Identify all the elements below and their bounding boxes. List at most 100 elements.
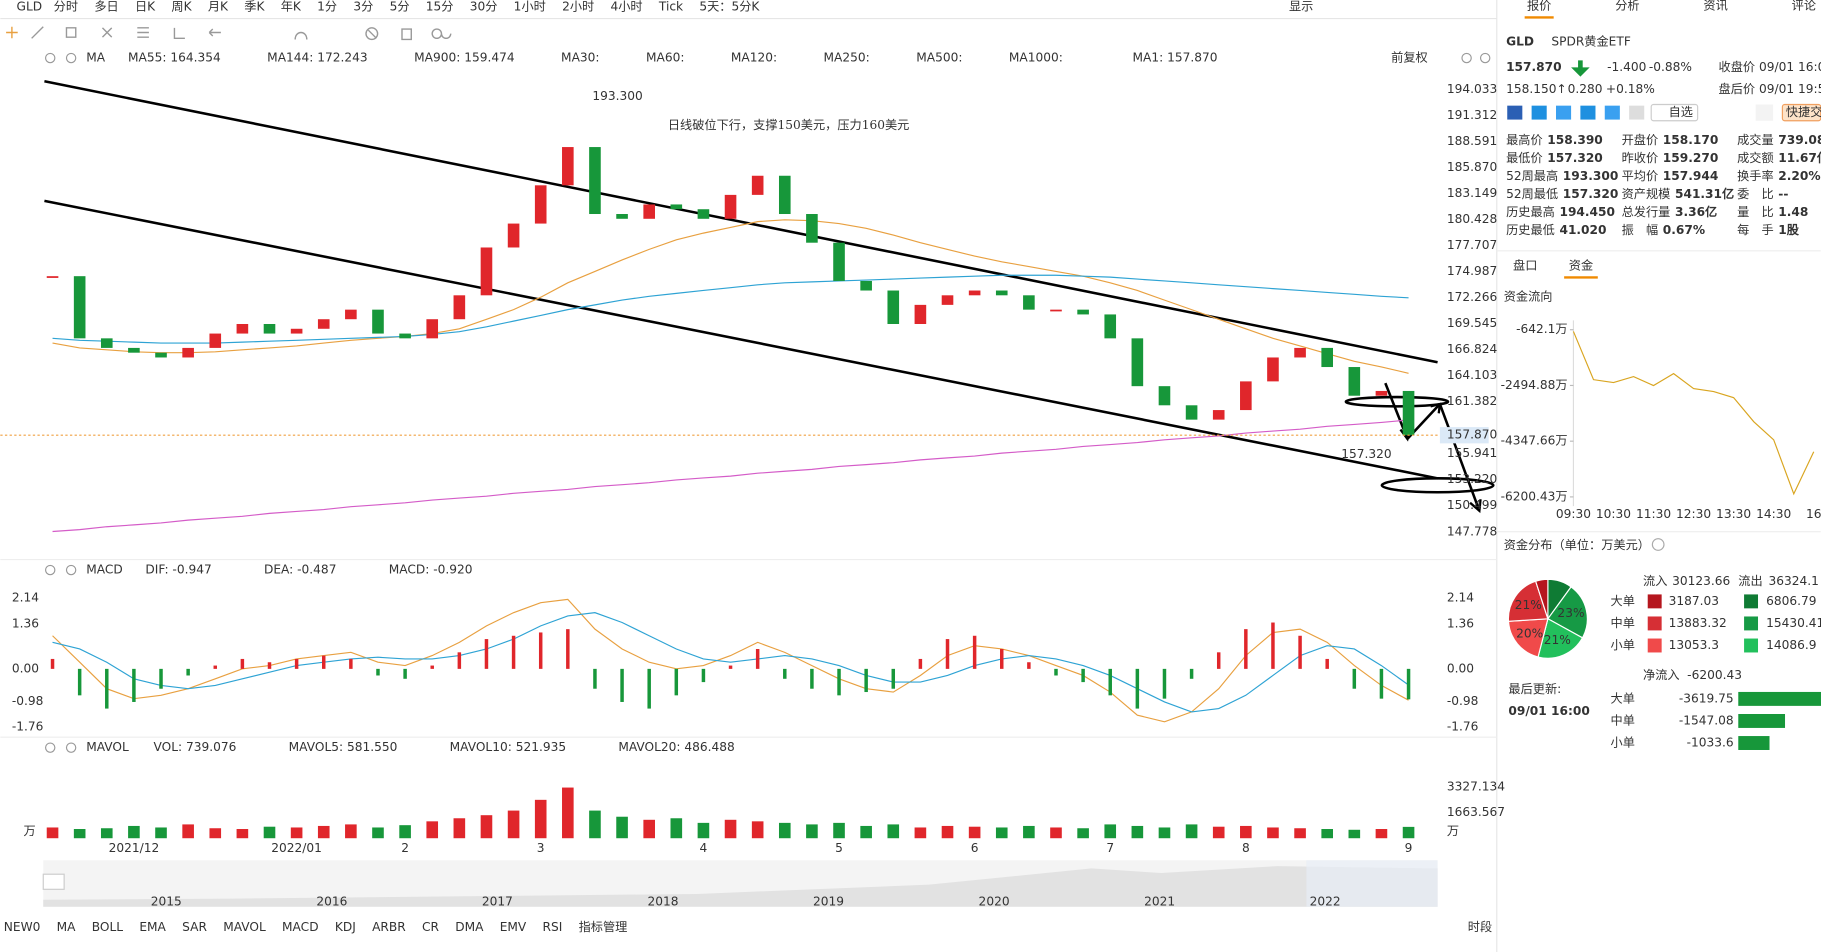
period-tab[interactable]: 周K	[171, 0, 192, 13]
period-tab[interactable]: 3分	[353, 0, 373, 13]
indicator-tab[interactable]: ARBR	[372, 920, 406, 934]
volume-bar	[46, 827, 59, 839]
indicator-tab[interactable]: NEW0	[4, 920, 41, 934]
indicator-tab[interactable]: RSI	[543, 920, 563, 934]
navigator-handle[interactable]	[42, 873, 65, 890]
net-bar	[1738, 691, 1821, 706]
period-tab[interactable]: 1小时	[514, 0, 546, 13]
candle	[670, 204, 683, 210]
period-tab[interactable]: 季K	[244, 0, 265, 13]
volume-bar	[833, 822, 845, 839]
volume-bar	[453, 818, 466, 839]
legend-entry: MA55: 164.354	[128, 51, 221, 65]
navigator-year: 2020	[979, 895, 1010, 909]
volume-bar	[345, 824, 357, 839]
y-tick-label: 166.824	[1447, 342, 1498, 356]
x-tick-label: 10:30	[1596, 507, 1631, 521]
macd-bar	[972, 635, 977, 669]
volume-bar	[73, 829, 86, 839]
macd-bar	[403, 668, 407, 679]
volume-bar	[562, 787, 574, 839]
stat-label: 成交额	[1737, 150, 1774, 165]
indicator-tab[interactable]: KDJ	[335, 920, 356, 934]
volume-bar	[697, 822, 710, 839]
row-label: 中单	[1611, 712, 1635, 727]
outflow-value: 15430.41	[1766, 616, 1821, 630]
indicator-tab[interactable]: SAR	[182, 920, 207, 934]
volume-bar	[806, 824, 818, 839]
chart-title: 净流入	[1643, 668, 1680, 682]
candle	[507, 223, 520, 248]
period-tab[interactable]: 日K	[135, 0, 156, 13]
period-tab[interactable]: 4小时	[610, 0, 642, 13]
candle	[589, 147, 601, 215]
indicator-tab[interactable]: DMA	[455, 920, 484, 934]
volume-bar	[860, 825, 872, 839]
navigator-window[interactable]	[1306, 860, 1438, 907]
help-icon[interactable]	[1651, 538, 1665, 551]
pie-label: 20%	[1516, 626, 1543, 640]
candle	[1402, 390, 1415, 436]
quote-tab[interactable]: 盘口	[1513, 257, 1537, 272]
candle	[941, 295, 954, 305]
chart-title: 资金分布（单位：万美元）	[1504, 537, 1650, 552]
net-bar	[1738, 714, 1786, 728]
net-bar	[1738, 736, 1770, 750]
x-tick-label: 3	[537, 841, 545, 855]
y-tick-label: 0.00	[1447, 661, 1474, 675]
indicator-tab[interactable]: MA	[57, 920, 77, 934]
candle	[1294, 347, 1306, 358]
indicator-tab[interactable]: EMV	[500, 920, 527, 934]
period-tab[interactable]: 多日	[94, 0, 118, 13]
watch-button[interactable]: 自选	[1669, 105, 1693, 119]
security-name: SPDR黄金ETF	[1551, 33, 1630, 48]
indicator-tab[interactable]: BOLL	[92, 920, 124, 934]
legend-swatch	[1744, 638, 1759, 653]
indicator-tab[interactable]: EMA	[139, 920, 166, 934]
indicator-tab[interactable]: CR	[422, 920, 440, 934]
x-tick-label: 7	[1106, 841, 1114, 855]
macd-bar	[620, 668, 624, 702]
period-tab[interactable]: 月K	[208, 0, 229, 13]
volume-bar	[480, 815, 493, 839]
side-tab[interactable]: 评论	[1792, 0, 1816, 12]
inflow-value: 13883.32	[1669, 616, 1727, 630]
side-tab[interactable]: 报价	[1527, 0, 1551, 12]
period-tab[interactable]: 2小时	[562, 0, 594, 13]
period-tab[interactable]: 1分	[317, 0, 337, 13]
y-tick-label: -0.98	[12, 694, 44, 708]
side-tab[interactable]: 分析	[1615, 0, 1639, 12]
indicator-tab[interactable]: MAVOL	[223, 920, 266, 934]
stat-label: 昨收价	[1622, 151, 1659, 165]
display-menu[interactable]: 显示	[1289, 0, 1313, 13]
volume-bar	[182, 824, 194, 839]
legend-entry: MA900: 159.474	[414, 51, 515, 65]
indicator-tab[interactable]: MACD	[282, 920, 319, 934]
candle	[1158, 386, 1171, 406]
stat-value: 41.020	[1559, 223, 1606, 237]
candle	[914, 304, 927, 324]
candle	[806, 214, 818, 243]
period-tab[interactable]: 分时	[54, 0, 78, 13]
macd-bar	[511, 635, 516, 669]
indicator-tab[interactable]: 指标管理	[579, 919, 628, 934]
stat-value: 739.08万	[1778, 133, 1821, 147]
period-tab[interactable]: 5分	[390, 0, 410, 13]
quote-icons	[1507, 103, 1821, 122]
stat-label: 最高价	[1506, 132, 1543, 147]
quote-tab[interactable]: 资金	[1569, 257, 1593, 272]
period-tab[interactable]: 30分	[470, 0, 498, 13]
period-tab[interactable]: 15分	[426, 0, 454, 13]
period-setting[interactable]: 时段	[1468, 919, 1492, 934]
macd-bar	[783, 668, 787, 679]
row-label: 大单	[1611, 594, 1635, 608]
period-tab[interactable]: 5天：5分K	[699, 0, 760, 13]
adjust-mode[interactable]: 前复权	[1391, 50, 1428, 65]
side-tab[interactable]: 资讯	[1703, 0, 1727, 12]
macd-bar	[1162, 668, 1167, 699]
volume-bar	[290, 827, 303, 839]
trade-button[interactable]: 快捷交	[1786, 104, 1821, 119]
macd-bar	[1081, 668, 1085, 683]
period-tab[interactable]: Tick	[658, 0, 684, 13]
period-tab[interactable]: 年K	[281, 0, 302, 13]
